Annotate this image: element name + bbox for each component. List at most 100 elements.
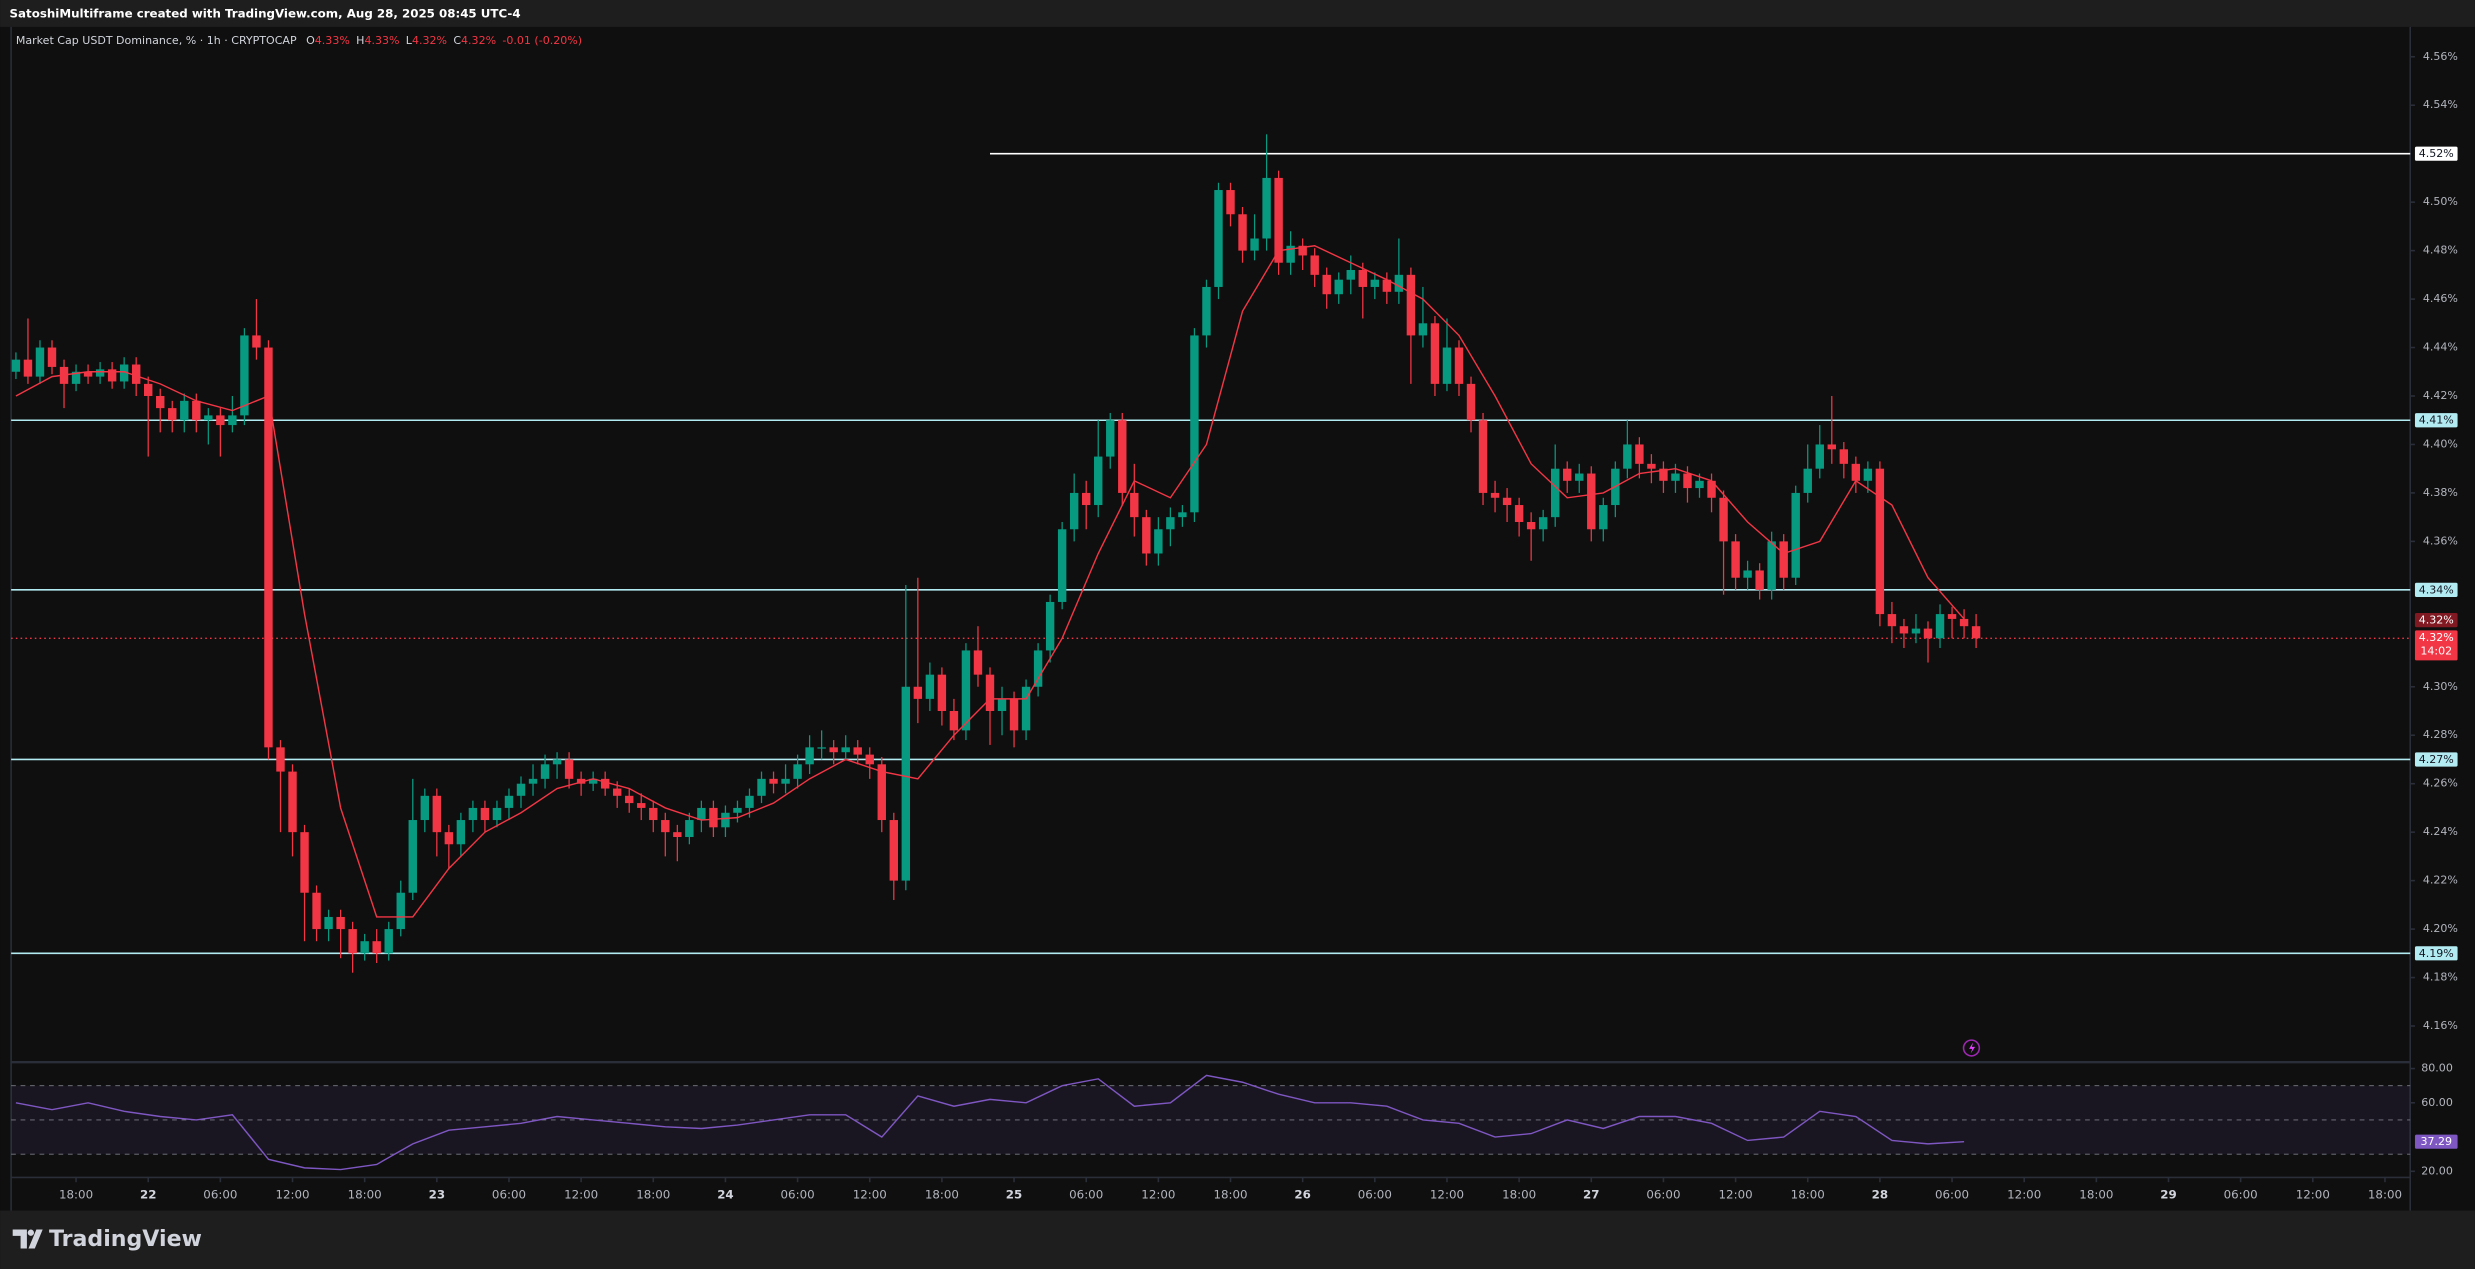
y-tick-label: 4.38%	[2423, 486, 2458, 499]
candle-body	[1587, 473, 1596, 530]
candle-body	[1262, 177, 1271, 239]
x-tick-label: 18:00	[636, 1187, 670, 1201]
candle-body	[1009, 698, 1019, 731]
candle-body	[192, 400, 201, 421]
legend-key: L	[406, 34, 413, 47]
candle-body	[865, 754, 874, 765]
rsi-line	[15, 1074, 1965, 1171]
candle-body	[180, 400, 189, 421]
candle-body	[432, 795, 442, 833]
candle-body	[228, 415, 237, 426]
candle-body	[1478, 420, 1488, 493]
y-tick-label: 4.56%	[2423, 50, 2458, 63]
level-label: 4.19%	[2419, 947, 2454, 960]
candle-body	[1526, 521, 1536, 530]
candle-body	[1142, 517, 1151, 554]
legend-key: H	[356, 34, 364, 47]
candle-body	[576, 778, 586, 784]
candle-body	[1743, 570, 1752, 578]
candle-body	[1106, 420, 1115, 457]
moving-average	[15, 245, 1965, 918]
x-tick-label: 06:00	[1935, 1187, 1969, 1201]
candle-body	[1021, 686, 1031, 731]
candle-body	[528, 778, 538, 784]
candle-body	[985, 674, 995, 712]
x-tick-label: 12:00	[853, 1187, 887, 1201]
candle-body	[1334, 279, 1343, 295]
header-bar	[0, 0, 2475, 27]
candle-body	[119, 364, 129, 382]
candle-body	[540, 764, 550, 779]
y-tick-label: 4.40%	[2423, 437, 2458, 450]
rsi-tick-label: 80.00	[2421, 1062, 2453, 1075]
x-tick-label: 27	[1583, 1187, 1599, 1201]
candle-body	[1286, 245, 1295, 263]
footer-bar	[0, 1210, 2475, 1269]
level-label-bg	[2414, 582, 2458, 597]
candle-body	[552, 759, 562, 765]
candle-body	[1178, 512, 1187, 518]
x-tick-label: 12:00	[275, 1187, 309, 1201]
x-tick-label: 18:00	[59, 1187, 93, 1201]
candle-body	[71, 371, 81, 384]
x-tick-label: 18:00	[1213, 1187, 1247, 1201]
candle-body	[216, 415, 225, 426]
candle-body	[1538, 517, 1548, 530]
y-tick-label: 4.44%	[2423, 341, 2458, 354]
x-tick-label: 29	[2160, 1187, 2176, 1201]
candle-body	[1683, 473, 1692, 489]
x-tick-label: 06:00	[1358, 1187, 1392, 1201]
candle-body	[1863, 468, 1873, 481]
candle-body	[612, 788, 622, 796]
legend-change: -0.01 (-0.20%)	[502, 34, 582, 47]
x-tick-label: 18:00	[348, 1187, 382, 1201]
candle-body	[1767, 541, 1776, 590]
candle-body	[1599, 505, 1608, 530]
candle-body	[1755, 570, 1764, 590]
candle-body	[1959, 618, 1969, 627]
x-tick-label: 12:00	[1430, 1187, 1464, 1201]
y-tick-label: 4.50%	[2423, 195, 2458, 208]
candle-body	[1382, 279, 1392, 292]
candle-body	[901, 686, 911, 881]
x-tick-label: 12:00	[1719, 1187, 1753, 1201]
candle-body	[625, 795, 634, 804]
candle-body	[949, 711, 959, 731]
candle-body	[877, 764, 886, 821]
candle-body	[1154, 529, 1163, 554]
y-tick-label: 4.54%	[2423, 98, 2458, 111]
x-tick-label: 06:00	[2224, 1187, 2258, 1201]
alert-icon[interactable]	[1962, 1039, 1981, 1057]
candle-body	[769, 778, 778, 784]
candle-body	[372, 941, 381, 954]
x-tick-label: 06:00	[1646, 1187, 1680, 1201]
candle-body	[1671, 473, 1680, 481]
candle-body	[1118, 420, 1127, 493]
marker-label-bg	[2414, 613, 2458, 628]
candle-body	[829, 747, 838, 753]
legend-value: 4.32%	[412, 34, 447, 47]
candle-body	[1935, 614, 1945, 639]
candle-body	[23, 359, 33, 377]
level-label-bg	[2414, 752, 2458, 767]
y-tick-label: 4.42%	[2423, 389, 2458, 402]
candle-body	[1911, 628, 1921, 634]
legend-key: C	[453, 34, 461, 47]
candle-body	[913, 686, 923, 699]
y-tick-label: 4.18%	[2423, 971, 2458, 984]
candle-body	[1238, 214, 1247, 251]
candle-body	[1839, 449, 1849, 464]
candle-body	[1466, 383, 1476, 421]
candle-body	[1214, 190, 1223, 287]
candle-body	[480, 807, 490, 821]
candle-body	[925, 674, 935, 699]
candle-body	[1045, 601, 1055, 651]
candle-body	[588, 778, 598, 784]
candle-body	[95, 369, 105, 377]
level-label-bg	[2414, 946, 2458, 961]
candle-body	[1346, 269, 1355, 280]
x-tick-label: 06:00	[492, 1187, 526, 1201]
